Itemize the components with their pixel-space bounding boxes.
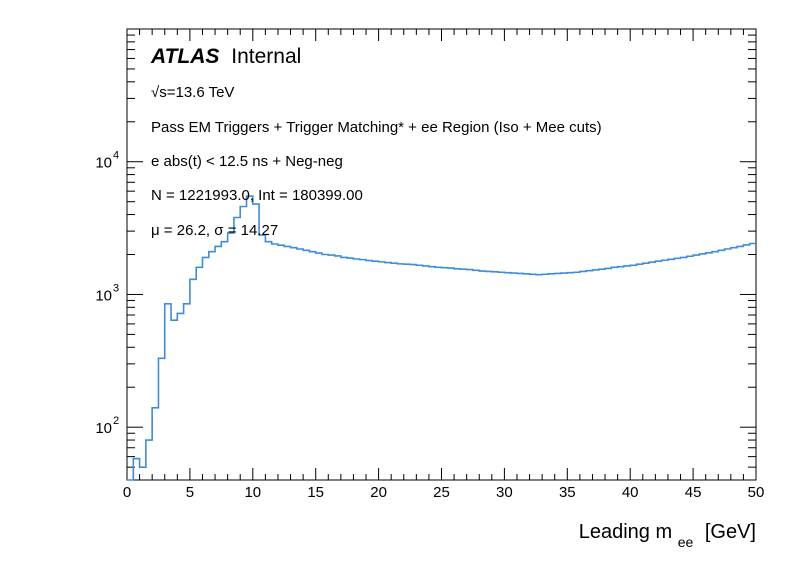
- x-axis-main: Leading m: [579, 521, 672, 543]
- x-tick-label: 5: [186, 484, 194, 501]
- timing-label: e abs(t) < 12.5 ns + Neg-neg: [151, 153, 343, 170]
- x-tick-label: 30: [496, 484, 513, 501]
- stats-label: μ = 26.2, σ = 14.27: [151, 222, 278, 239]
- atlas-internal: Internal: [231, 45, 301, 68]
- x-axis-title: Leading m ee [GeV]: [579, 521, 756, 552]
- y-tick-label: 10: [95, 287, 112, 304]
- histogram-series: [127, 195, 756, 481]
- selection-label: Pass EM Triggers + Trigger Matching* + e…: [151, 119, 602, 136]
- x-tick-label: 20: [370, 484, 387, 501]
- x-tick-label: 40: [622, 484, 639, 501]
- y-tick-exponent: 2: [113, 415, 119, 427]
- y-tick-exponent: 4: [113, 150, 119, 162]
- x-tick-label: 45: [685, 484, 702, 501]
- y-tick-label: 10: [95, 155, 112, 172]
- y-tick-label: 10: [95, 420, 112, 437]
- x-tick-labels: 0 5 10 15 20 25 30 35 40 45 50: [123, 484, 765, 501]
- energy-label: √s=13.6 TeV: [151, 84, 234, 101]
- x-tick-label: 25: [433, 484, 450, 501]
- x-tick-label: 15: [307, 484, 324, 501]
- x-tick-label: 35: [559, 484, 576, 501]
- x-tick-label: 0: [123, 484, 131, 501]
- axis-ticks: [126, 29, 757, 481]
- x-tick-label: 10: [244, 484, 261, 501]
- y-tick-exponent: 3: [113, 282, 119, 294]
- x-axis-unit: [GeV]: [705, 521, 756, 543]
- atlas-label: ATLAS Internal: [150, 45, 301, 68]
- counts-label: N = 1221993.0, Int = 180399.00: [151, 187, 363, 204]
- x-axis-sub: ee: [678, 534, 694, 550]
- x-tick-label: 50: [748, 484, 765, 501]
- atlas-bold: ATLAS: [150, 45, 219, 68]
